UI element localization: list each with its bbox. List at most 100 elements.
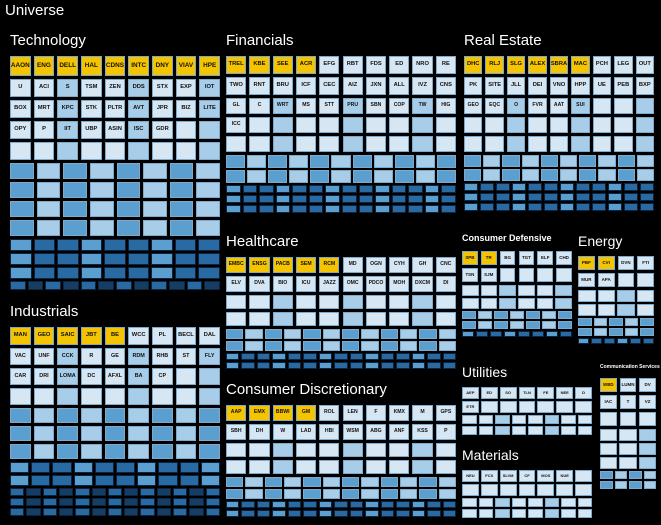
ticker-tile[interactable] — [57, 142, 78, 160]
ticker-tile[interactable] — [226, 185, 241, 193]
ticker-tile[interactable] — [94, 475, 114, 486]
ticker-tile[interactable]: WBD — [600, 378, 617, 392]
ticker-tile[interactable]: HIG — [435, 98, 456, 114]
ticker-tile[interactable] — [438, 341, 456, 351]
ticker-tile[interactable] — [319, 443, 340, 457]
ticker-tile[interactable] — [268, 155, 288, 168]
ticker-tile[interactable] — [81, 388, 102, 405]
ticker-tile[interactable] — [349, 501, 364, 508]
ticker-tile[interactable] — [10, 488, 25, 496]
ticker-tile[interactable] — [365, 460, 387, 474]
ticker-tile[interactable] — [205, 488, 220, 496]
ticker-tile[interactable] — [173, 488, 188, 496]
ticker-tile[interactable] — [57, 253, 79, 265]
ticker-tile[interactable] — [10, 239, 32, 251]
ticker-tile[interactable] — [389, 312, 410, 326]
ticker-tile[interactable] — [494, 311, 508, 319]
ticker-tile[interactable] — [576, 203, 590, 211]
ticker-tile[interactable] — [361, 489, 379, 499]
ticker-tile[interactable] — [483, 155, 501, 167]
ticker-tile[interactable] — [600, 471, 613, 479]
ticker-tile[interactable] — [537, 268, 554, 282]
ticker-tile[interactable]: IIT — [57, 121, 78, 139]
ticker-tile[interactable] — [342, 329, 360, 339]
ticker-tile[interactable] — [640, 328, 654, 336]
ticker-tile[interactable] — [189, 498, 204, 506]
ticker-tile[interactable]: BOX — [10, 100, 31, 118]
ticker-tile[interactable] — [528, 509, 543, 518]
ticker-tile[interactable]: GH — [412, 257, 433, 273]
ticker-tile[interactable] — [442, 510, 456, 517]
ticker-tile[interactable] — [45, 281, 61, 290]
ticker-tile[interactable] — [151, 253, 173, 265]
ticker-tile[interactable] — [175, 121, 197, 139]
ticker-tile[interactable] — [242, 205, 258, 213]
ticker-tile[interactable] — [537, 484, 555, 496]
ticker-tile[interactable] — [643, 338, 654, 344]
ticker-tile[interactable] — [303, 489, 321, 499]
ticker-tile[interactable] — [629, 471, 642, 479]
ticker-tile[interactable] — [495, 415, 510, 424]
ticker-tile[interactable]: AFXL — [104, 368, 126, 385]
ticker-tile[interactable] — [441, 185, 456, 193]
ticker-tile[interactable] — [412, 443, 433, 457]
ticker-tile[interactable] — [528, 498, 543, 507]
ticker-tile[interactable] — [380, 489, 398, 499]
ticker-tile[interactable] — [200, 475, 220, 486]
ticker-tile[interactable] — [504, 331, 516, 337]
ticker-tile[interactable] — [578, 328, 592, 336]
ticker-tile[interactable] — [319, 295, 340, 309]
ticker-tile[interactable] — [63, 163, 87, 179]
ticker-tile[interactable] — [528, 183, 542, 191]
ticker-tile[interactable] — [308, 205, 324, 213]
ticker-tile[interactable]: NEE — [556, 387, 574, 399]
ticker-tile[interactable] — [358, 195, 374, 203]
ticker-tile[interactable] — [544, 426, 559, 435]
ticker-tile[interactable] — [478, 509, 493, 518]
ticker-tile[interactable] — [334, 353, 348, 360]
ticker-tile[interactable]: SEM — [295, 257, 317, 273]
ticker-tile[interactable] — [462, 321, 476, 329]
ticker-tile[interactable] — [319, 460, 340, 474]
ticker-tile[interactable] — [342, 185, 357, 193]
ticker-tile[interactable]: BECL — [175, 327, 197, 345]
ticker-tile[interactable] — [318, 510, 333, 517]
ticker-tile[interactable]: ACI — [33, 79, 55, 97]
ticker-tile[interactable] — [31, 462, 51, 473]
ticker-tile[interactable] — [464, 169, 482, 181]
ticker-tile[interactable] — [462, 415, 477, 424]
ticker-tile[interactable] — [619, 412, 637, 426]
ticker-tile[interactable] — [556, 401, 574, 413]
ticker-tile[interactable] — [424, 195, 440, 203]
ticker-tile[interactable]: BG — [499, 251, 516, 265]
ticker-tile[interactable]: NUE — [556, 470, 574, 482]
ticker-tile[interactable]: EMBC — [226, 257, 247, 273]
ticker-tile[interactable] — [175, 142, 197, 160]
ticker-tile[interactable] — [308, 185, 324, 193]
ticker-tile[interactable] — [127, 267, 150, 279]
ticker-tile[interactable]: HPE — [199, 56, 220, 76]
ticker-tile[interactable]: RE — [435, 56, 456, 74]
ticker-tile[interactable] — [438, 489, 456, 499]
ticker-tile[interactable]: AAT — [549, 98, 569, 114]
ticker-tile[interactable]: OMC — [342, 276, 363, 292]
ticker-tile[interactable] — [10, 498, 25, 506]
ticker-tile[interactable]: BIZ — [175, 100, 197, 118]
ticker-tile[interactable] — [295, 117, 317, 133]
ticker-tile[interactable] — [26, 488, 41, 496]
ticker-tile[interactable]: D — [575, 387, 592, 399]
ticker-tile[interactable] — [391, 205, 407, 213]
ticker-tile[interactable] — [561, 426, 576, 435]
ticker-tile[interactable] — [10, 253, 32, 265]
ticker-tile[interactable] — [496, 203, 510, 211]
ticker-tile[interactable]: EXP — [175, 79, 197, 97]
ticker-tile[interactable] — [10, 201, 34, 217]
ticker-tile[interactable] — [124, 498, 139, 506]
ticker-tile[interactable] — [643, 471, 656, 479]
ticker-tile[interactable] — [319, 136, 340, 152]
ticker-tile[interactable] — [412, 295, 433, 309]
ticker-tile[interactable] — [577, 426, 592, 435]
ticker-tile[interactable] — [151, 239, 173, 251]
ticker-tile[interactable] — [462, 311, 476, 319]
ticker-tile[interactable] — [342, 477, 360, 487]
